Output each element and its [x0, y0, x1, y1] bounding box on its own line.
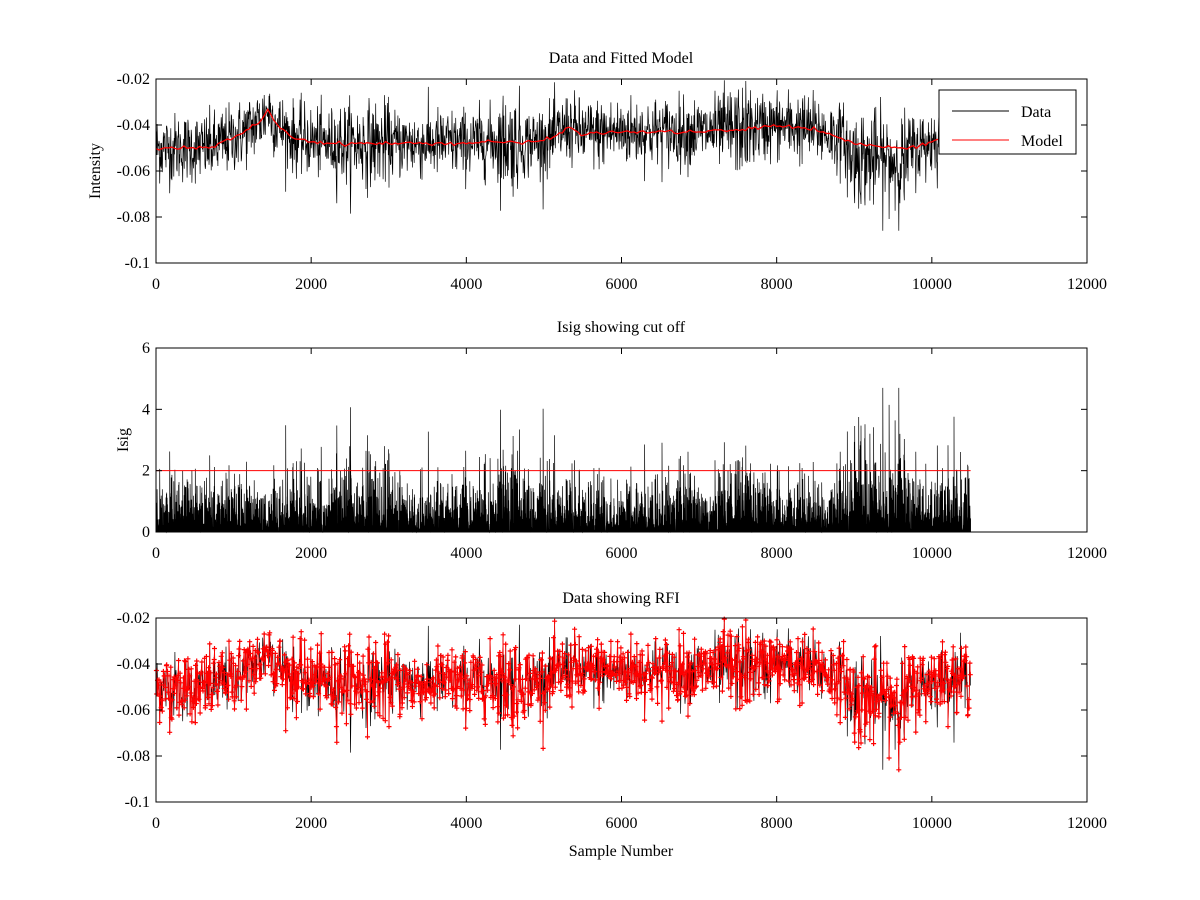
y-tick-label: -0.1 — [125, 255, 150, 272]
x-tick-label: 4000 — [450, 815, 482, 832]
chart-title: Data and Fitted Model — [549, 50, 694, 67]
plot-area — [155, 80, 940, 231]
plot-area — [155, 387, 971, 534]
y-tick-label: -0.06 — [117, 702, 150, 719]
x-axis-label: Sample Number — [569, 843, 674, 860]
legend-box — [938, 89, 1077, 155]
y-tick-label: -0.06 — [117, 163, 150, 180]
panel-data-showing-rfi: Data showing RFI Sample Number 0 2000 4000… — [117, 590, 1107, 860]
y-tick-label: -0.08 — [117, 748, 150, 765]
x-tick-label: 12000 — [1067, 276, 1107, 293]
x-tick-label: 6000 — [606, 545, 638, 562]
x-tick-label: 2000 — [295, 276, 327, 293]
y-tick-label: -0.04 — [117, 656, 150, 673]
series-model-line — [155, 107, 939, 151]
x-tick-label: 2000 — [295, 815, 327, 832]
y-tick-label: 6 — [142, 340, 150, 357]
x-tick-label: 0 — [152, 276, 160, 293]
y-tick-label: 4 — [142, 401, 150, 418]
series-rfi-markers — [153, 616, 973, 773]
legend-entry-model: Model — [1021, 133, 1063, 150]
x-tick-label: 8000 — [761, 815, 793, 832]
y-tick-label: -0.04 — [117, 117, 150, 134]
chart-title: Data showing RFI — [562, 590, 679, 607]
chart-title: Isig showing cut off — [557, 319, 686, 336]
y-axis-label: Intensity — [87, 143, 104, 199]
x-tick-label: 4000 — [450, 545, 482, 562]
x-tick-label: 0 — [152, 815, 160, 832]
y-tick-label: -0.02 — [117, 610, 150, 627]
x-tick-label: 8000 — [761, 545, 793, 562]
panel-data-and-fitted-model: Data and Fitted Model Intensity 0 2000 400… — [87, 50, 1107, 293]
panel-isig-showing-cut-off: Isig showing cut off Isig 0 2000 4000 6000 8… — [115, 319, 1107, 562]
x-tick-label: 6000 — [606, 815, 638, 832]
legend-entry-data: Data — [1021, 104, 1051, 121]
x-tick-label: 10000 — [912, 815, 952, 832]
y-tick-label: -0.02 — [117, 71, 150, 88]
rfi-marker — [153, 616, 973, 773]
x-tick-label: 4000 — [450, 276, 482, 293]
series-isig-line — [155, 387, 971, 534]
x-tick-label: 8000 — [761, 276, 793, 293]
series-data-line — [155, 80, 940, 231]
x-tick-label: 12000 — [1067, 545, 1107, 562]
y-tick-label: -0.1 — [125, 794, 150, 811]
plot-area — [153, 616, 973, 773]
y-tick-label: 0 — [142, 524, 150, 541]
x-tick-label: 12000 — [1067, 815, 1107, 832]
x-tick-label: 10000 — [912, 276, 952, 293]
x-tick-label: 0 — [152, 545, 160, 562]
y-axis-label: Isig — [115, 428, 132, 452]
y-tick-label: 2 — [142, 463, 150, 480]
legend: Data Model — [938, 89, 1077, 155]
x-tick-label: 10000 — [912, 545, 952, 562]
series-rfi-line — [156, 619, 971, 770]
x-tick-label: 6000 — [606, 276, 638, 293]
x-tick-label: 2000 — [295, 545, 327, 562]
y-tick-label: -0.08 — [117, 209, 150, 226]
